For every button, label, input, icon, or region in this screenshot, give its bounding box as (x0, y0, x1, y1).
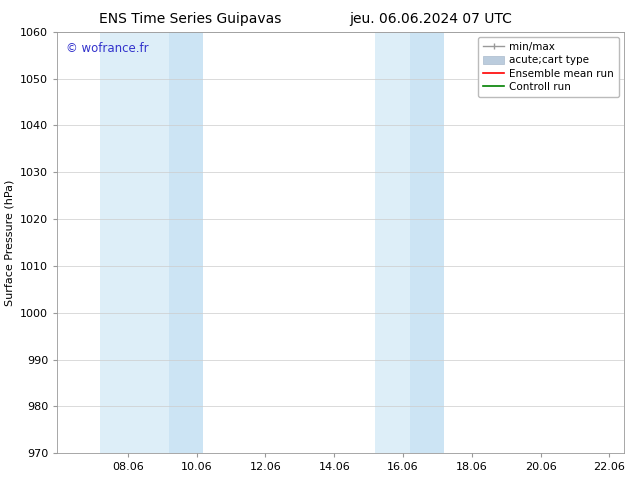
Legend: min/max, acute;cart type, Ensemble mean run, Controll run: min/max, acute;cart type, Ensemble mean … (478, 37, 619, 97)
Bar (100, 32, 169, 453)
Text: jeu. 06.06.2024 07 UTC: jeu. 06.06.2024 07 UTC (350, 12, 512, 26)
Bar (169, 32, 204, 453)
Text: ENS Time Series Guipavas: ENS Time Series Guipavas (99, 12, 281, 26)
Bar (375, 32, 410, 453)
Text: © wofrance.fr: © wofrance.fr (65, 43, 148, 55)
Y-axis label: Surface Pressure (hPa): Surface Pressure (hPa) (4, 179, 15, 306)
Bar (410, 32, 444, 453)
